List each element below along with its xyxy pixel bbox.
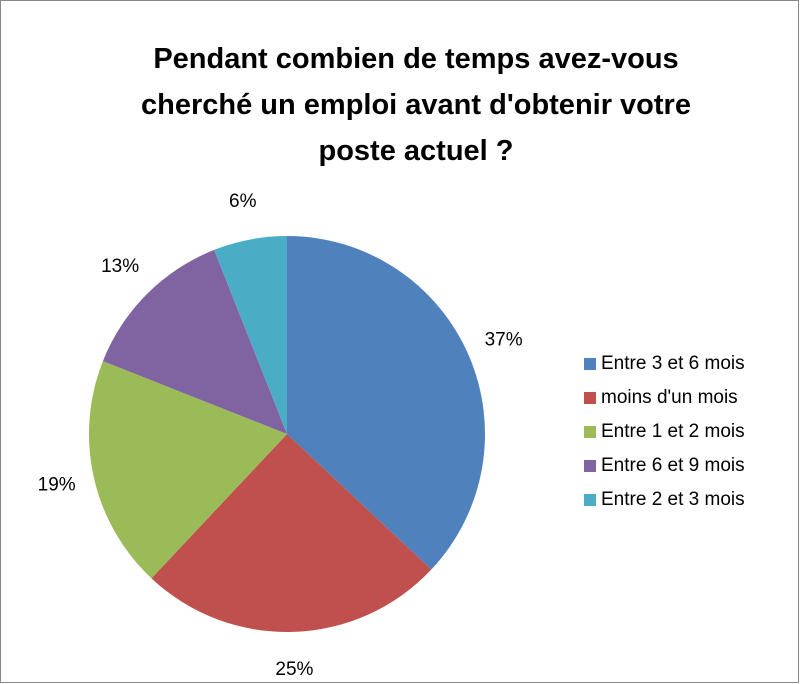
legend-swatch	[584, 358, 596, 370]
legend-label: Entre 2 et 3 mois	[601, 489, 745, 510]
pie-slice	[287, 236, 485, 570]
data-label: 19%	[38, 474, 76, 495]
legend-label: Entre 3 et 6 mois	[601, 353, 745, 374]
data-label: 6%	[229, 191, 257, 212]
pie-slice	[89, 361, 287, 579]
data-label: 13%	[101, 256, 139, 277]
pie-slice	[151, 434, 432, 632]
pie-slice	[102, 249, 287, 434]
data-label: 37%	[485, 329, 523, 350]
data-label: 25%	[275, 659, 313, 680]
legend-label: moins d'un mois	[601, 387, 738, 408]
legend-swatch	[584, 392, 596, 404]
legend-swatch	[584, 426, 596, 438]
legend-swatch	[584, 460, 596, 472]
legend-label: Entre 6 et 9 mois	[601, 455, 745, 476]
legend-label: Entre 1 et 2 mois	[601, 421, 745, 442]
legend-swatch	[584, 494, 596, 506]
pie-slice	[214, 236, 287, 434]
chart-title: Pendant combien de temps avez-vous cherc…	[141, 43, 691, 167]
